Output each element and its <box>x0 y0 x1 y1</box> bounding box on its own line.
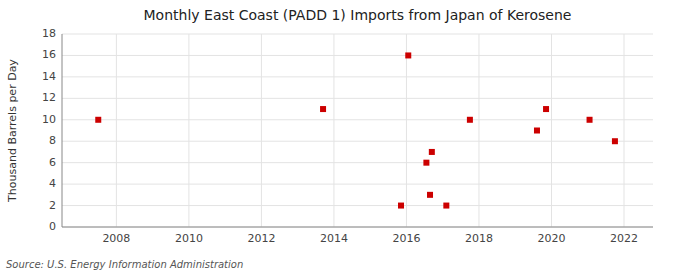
y-grid-line <box>62 205 653 206</box>
point <box>443 203 449 209</box>
x-grid-line <box>333 34 334 227</box>
y-axis-label: Thousand Barrels per Day <box>6 59 19 203</box>
point <box>534 128 540 134</box>
y-tick-label: 16 <box>42 48 56 61</box>
y-tick-label: 12 <box>42 91 56 104</box>
y-tick-label: 10 <box>42 113 56 126</box>
x-grid-line <box>116 34 117 227</box>
y-grid-line <box>62 162 653 163</box>
x-tick-label: 2016 <box>392 232 420 245</box>
point <box>95 117 101 123</box>
y-tick-label: 8 <box>49 134 56 147</box>
y-tick-label: 14 <box>42 70 56 83</box>
x-tick-label: 2012 <box>247 232 275 245</box>
y-grid-line <box>62 119 653 120</box>
y-tick-label: 4 <box>49 177 56 190</box>
point <box>320 106 326 112</box>
x-grid-line <box>623 34 624 227</box>
x-grid-line <box>406 34 407 227</box>
point <box>612 138 618 144</box>
y-tick-label: 18 <box>42 27 56 40</box>
point <box>398 203 404 209</box>
x-grid-line <box>478 34 479 227</box>
point <box>543 106 549 112</box>
y-grid-line <box>62 55 653 56</box>
y-grid-line <box>62 184 653 185</box>
x-tick-label: 2018 <box>465 232 493 245</box>
y-tick-label: 2 <box>49 199 56 212</box>
x-tick-label: 2022 <box>610 232 638 245</box>
y-tick-label: 6 <box>49 156 56 169</box>
point <box>467 117 473 123</box>
y-grid-line <box>62 34 653 35</box>
source: Source: U.S. Energy Information Administ… <box>6 259 243 270</box>
title: Monthly East Coast (PADD 1) Imports from… <box>144 7 572 23</box>
point <box>423 160 429 166</box>
y-grid-line <box>62 98 653 99</box>
points <box>95 52 618 208</box>
x-tick-label: 2014 <box>320 232 348 245</box>
point <box>427 192 433 198</box>
x-grid-line <box>188 34 189 227</box>
x-grid-line <box>261 34 262 227</box>
chart: 0 2 4 6 8 10 12 14 16 18 2008 2010 2012 2014 2016 2018 2… <box>0 0 675 275</box>
y-grid-line <box>62 227 653 228</box>
y-grid-line <box>62 76 653 77</box>
y-tick-label: 0 <box>49 220 56 233</box>
grid <box>62 34 653 227</box>
point <box>429 149 435 155</box>
point <box>405 52 411 58</box>
x-tick-label: 2008 <box>102 232 130 245</box>
x-tick-label: 2020 <box>537 232 565 245</box>
y-grid-line <box>62 141 653 142</box>
x-axis-line <box>62 227 653 228</box>
point <box>587 117 593 123</box>
x-grid-line <box>551 34 552 227</box>
y-axis-line <box>62 34 63 227</box>
x-tick-label: 2010 <box>175 232 203 245</box>
